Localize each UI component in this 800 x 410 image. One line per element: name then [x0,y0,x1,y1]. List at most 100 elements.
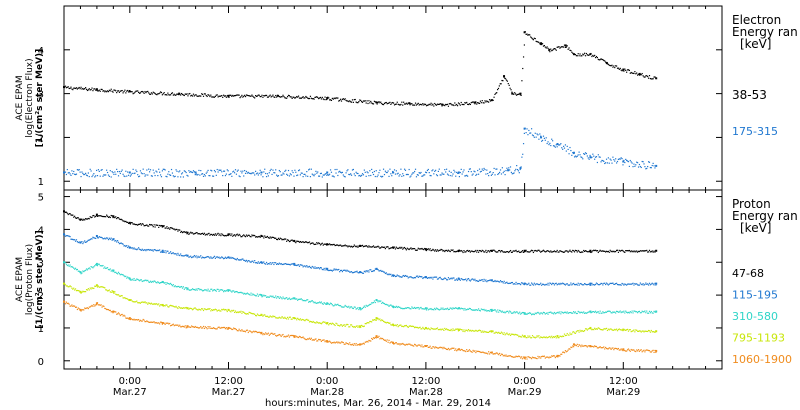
data-point [107,309,110,311]
data-point [170,251,172,253]
data-point [285,97,287,99]
data-point [179,324,181,326]
data-point [95,214,98,217]
data-point [266,235,269,238]
data-point [486,281,488,283]
data-point [208,327,210,329]
data-point [92,287,94,290]
data-point [594,158,596,160]
data-point [311,173,313,175]
data-point [604,60,606,62]
data-point [266,173,269,175]
data-point [428,346,430,348]
data-point [307,175,309,177]
data-point [626,71,628,73]
data-point [577,154,579,156]
data-point [486,331,488,333]
data-point [441,308,443,310]
data-point [117,312,120,314]
data-point [285,336,287,338]
data-point [338,268,340,271]
data-point [97,237,100,239]
data-point [356,270,358,272]
data-point [474,350,476,352]
data-point [144,320,146,323]
data-point [331,342,333,344]
data-point [482,280,484,282]
data-point [424,249,427,251]
data-point [95,89,97,91]
data-point [166,94,168,96]
data-point [549,356,551,358]
data-point [540,42,543,45]
data-point [647,312,649,314]
data-point [570,333,572,336]
data-point [152,169,154,171]
data-point [161,281,163,283]
data-point [372,173,375,176]
data-point [636,329,638,331]
data-point [250,261,252,263]
data-point [467,103,470,106]
data-point [546,142,548,145]
data-point [319,266,322,269]
data-point [373,246,376,248]
data-point [184,325,186,327]
data-point [590,52,592,55]
data-point [159,249,161,251]
data-point [535,336,537,338]
data-point [224,256,227,258]
data-point [322,98,324,100]
data-point [235,94,238,96]
data-point [600,161,602,163]
data-point [611,312,613,314]
data-point [473,350,475,353]
data-point [552,312,554,314]
data-point [561,353,563,355]
data-point [637,250,640,252]
data-point [557,46,559,48]
data-point [627,330,630,332]
data-point [422,103,424,105]
data-point [585,250,588,252]
data-point [537,311,539,314]
data-point [251,94,253,96]
data-point [74,289,76,291]
data-point [168,323,170,325]
data-point [124,244,126,247]
data-point [244,94,246,96]
data-point [128,172,131,174]
data-point [552,337,554,339]
data-point [487,250,489,252]
data-point [67,235,69,237]
data-point [292,96,294,98]
data-point [252,293,254,295]
data-point [339,170,341,172]
data-point [262,96,264,98]
data-point [185,287,187,289]
data-point [459,308,461,310]
data-point [464,307,466,310]
data-point [145,302,147,304]
data-point [403,175,405,177]
data-point [168,283,170,285]
data-point [578,344,580,346]
data-point [375,317,378,320]
data-point [294,169,296,171]
data-point [134,172,136,174]
data-point [377,174,379,176]
data-point [190,255,192,257]
data-point [97,169,100,171]
data-point [153,172,155,174]
data-point [309,301,312,303]
data-point [637,162,639,164]
data-point [212,327,214,330]
data-point [601,250,603,252]
data-point [331,322,333,324]
data-point [414,170,416,173]
data-point [520,336,523,338]
data-point [512,250,514,252]
data-point [596,328,598,330]
data-point [120,295,122,297]
data-point [260,261,262,263]
